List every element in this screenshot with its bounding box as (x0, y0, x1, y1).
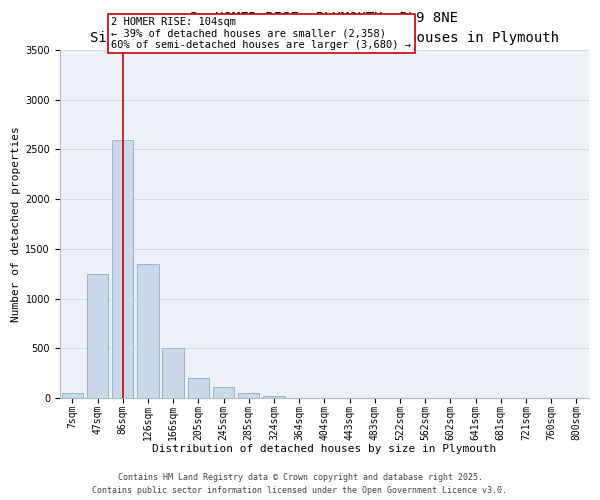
Title: 2, HOMER RISE, PLYMOUTH, PL9 8NE
Size of property relative to detached houses in: 2, HOMER RISE, PLYMOUTH, PL9 8NE Size of… (90, 11, 559, 44)
Text: Contains public sector information licensed under the Open Government Licence v3: Contains public sector information licen… (92, 486, 508, 495)
X-axis label: Distribution of detached houses by size in Plymouth: Distribution of detached houses by size … (152, 444, 496, 454)
Bar (137, 264, 158, 398)
Bar (112, 140, 133, 398)
Bar (163, 348, 184, 398)
Bar (213, 388, 234, 398)
Text: Contains HM Land Registry data © Crown copyright and database right 2025.: Contains HM Land Registry data © Crown c… (118, 474, 482, 482)
Bar (87, 274, 108, 398)
Y-axis label: Number of detached properties: Number of detached properties (11, 126, 21, 322)
Bar (263, 396, 284, 398)
Bar (62, 393, 83, 398)
Bar (188, 378, 209, 398)
Text: 2 HOMER RISE: 104sqm
← 39% of detached houses are smaller (2,358)
60% of semi-de: 2 HOMER RISE: 104sqm ← 39% of detached h… (112, 16, 412, 50)
Bar (238, 393, 259, 398)
